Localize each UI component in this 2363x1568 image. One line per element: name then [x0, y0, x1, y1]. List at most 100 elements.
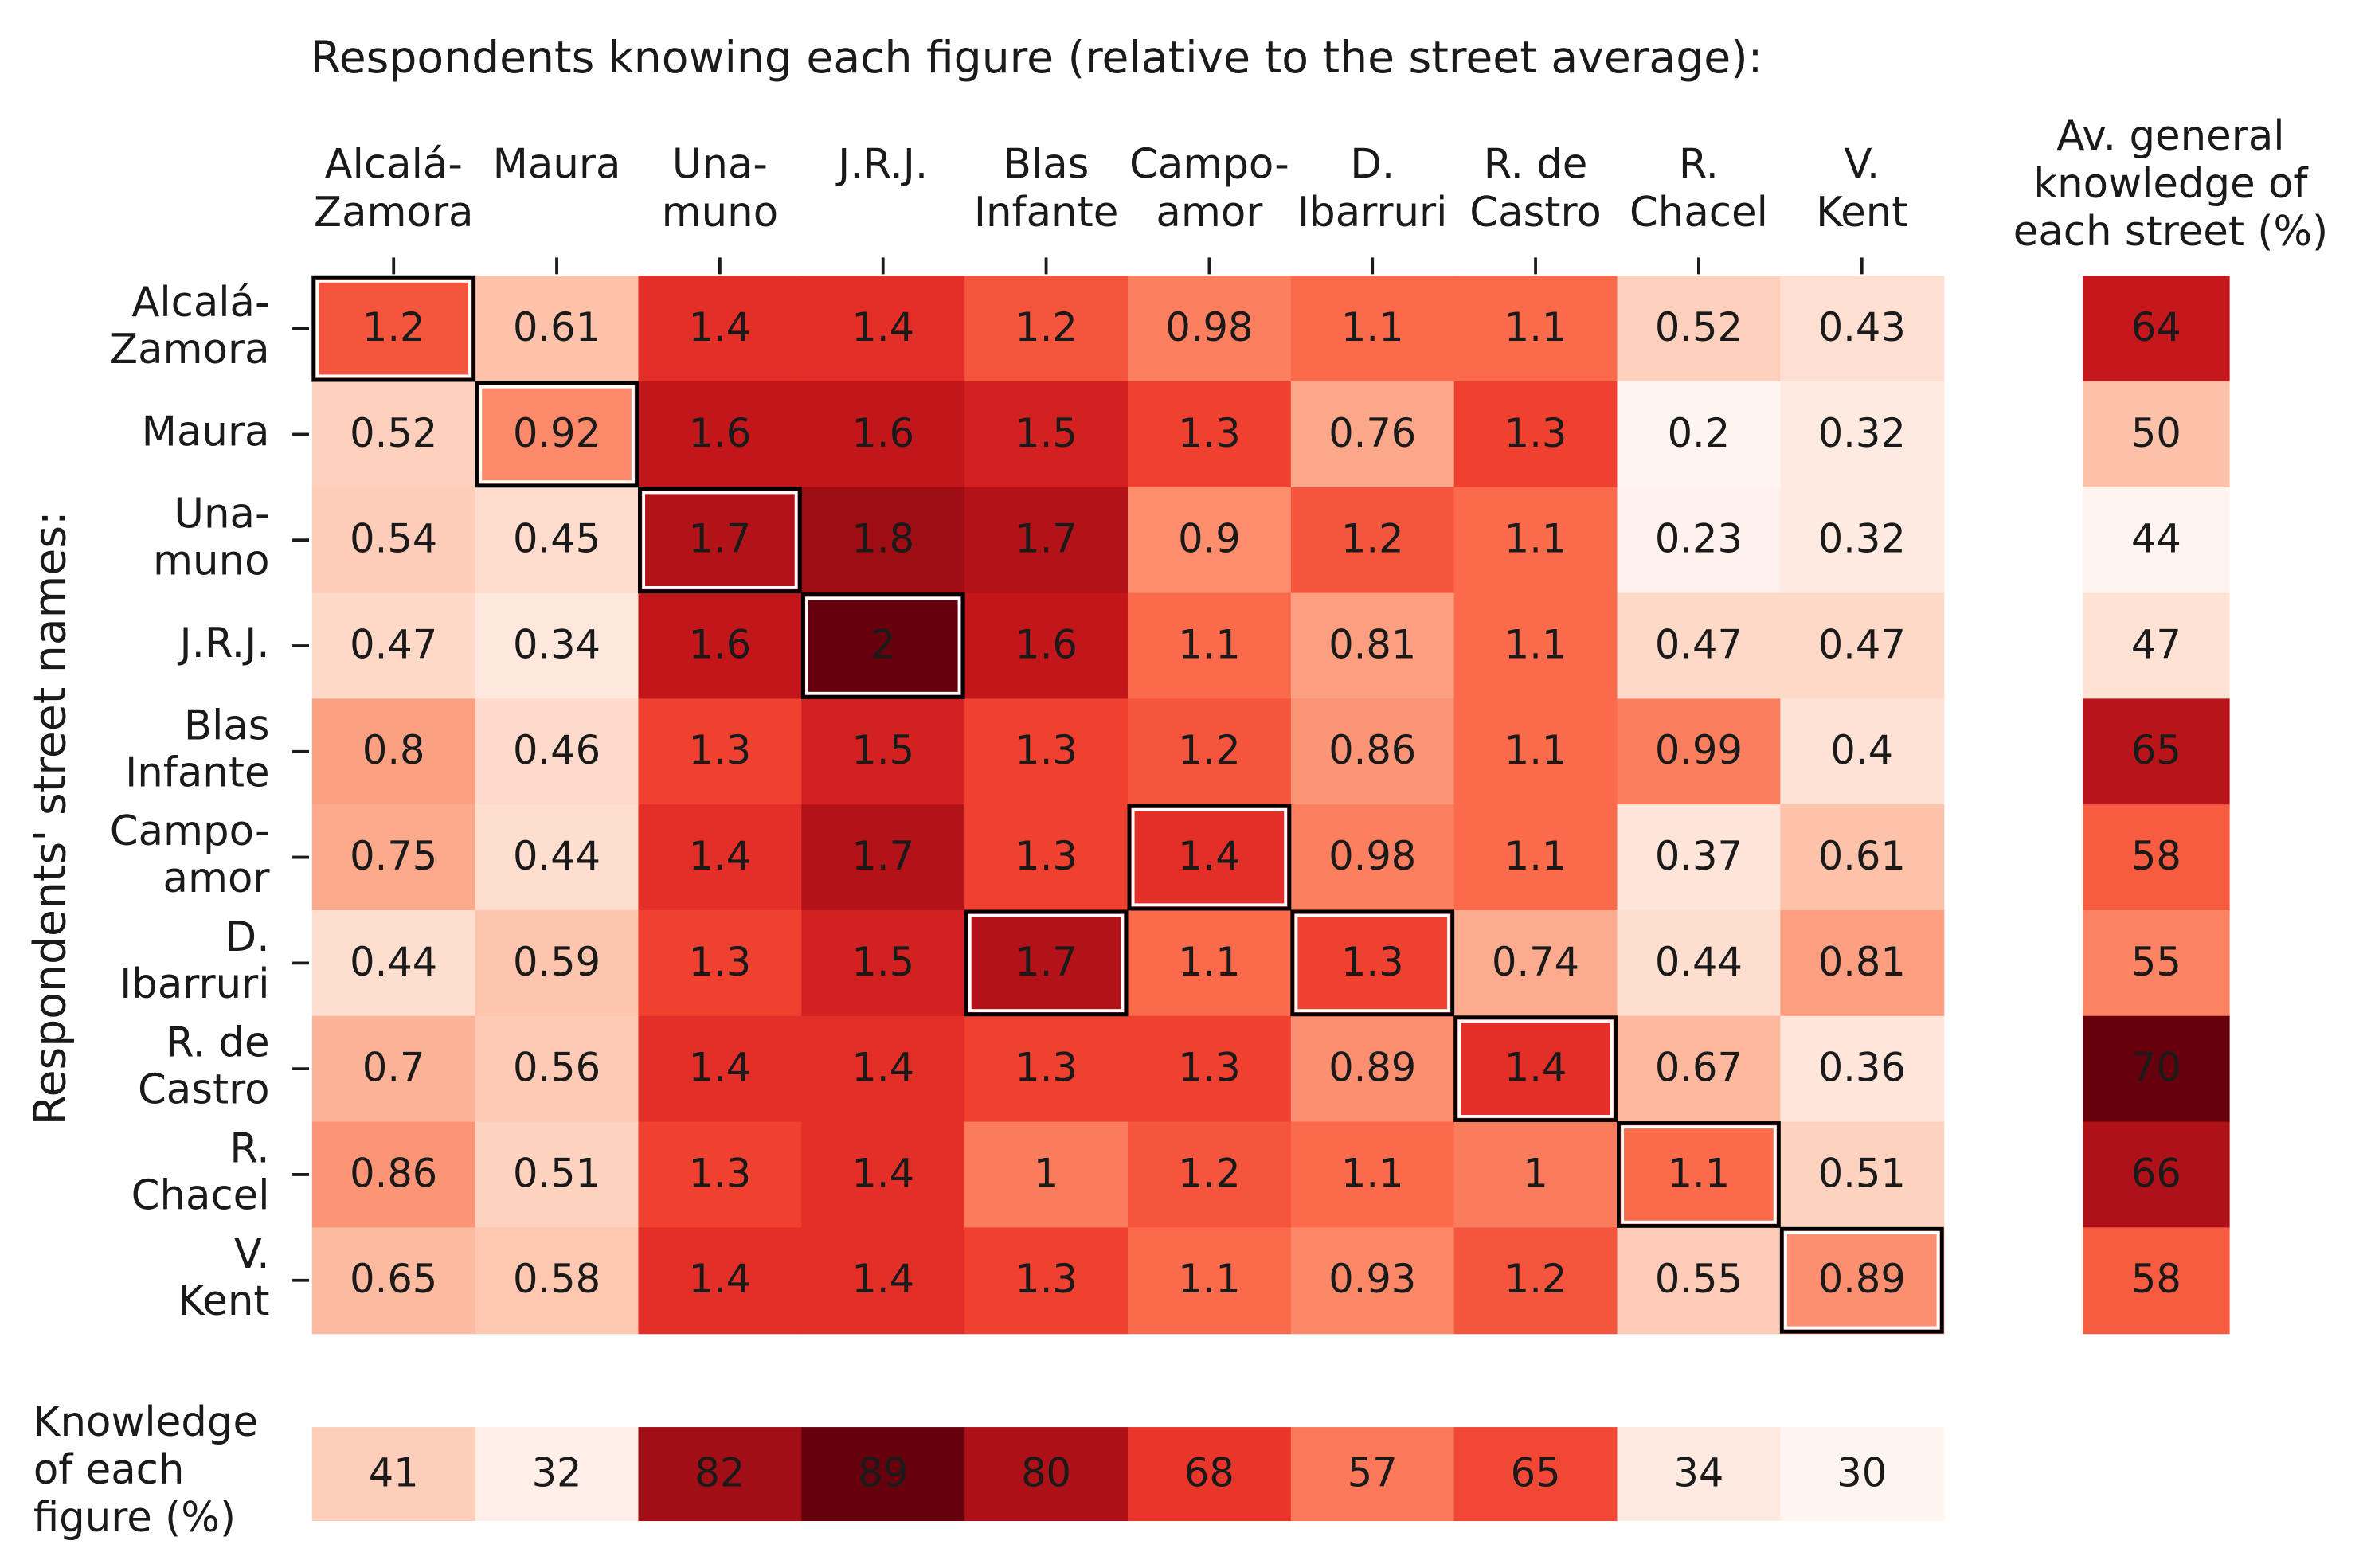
- heatmap-cell: [1127, 1121, 1292, 1229]
- row-label: Ibarruri: [119, 960, 269, 1008]
- heatmap-cell: [964, 804, 1129, 912]
- cell-label: 0.89: [1818, 1256, 1906, 1302]
- heatmap-cell: [1617, 909, 1782, 1017]
- heatmap-cell: [311, 487, 476, 594]
- heatmap-cell: [801, 698, 966, 806]
- heatmap-cell: [1290, 276, 1455, 383]
- cell-label: 2: [870, 621, 895, 667]
- cell-label: 0.75: [350, 833, 437, 879]
- heatmap-cell: [801, 909, 966, 1017]
- heatmap-cell: [1780, 1015, 1945, 1123]
- row-label: Maura: [142, 408, 270, 456]
- row-label: Chacel: [131, 1171, 270, 1219]
- cell-label: 0.4: [1830, 727, 1893, 773]
- cell-label: 0.47: [350, 621, 437, 667]
- heatmap-cell: [638, 1227, 803, 1335]
- bottom-label: 57: [1348, 1449, 1398, 1496]
- column-label: V.: [1844, 140, 1880, 188]
- heatmap-cell: [1453, 1121, 1618, 1229]
- heatmap-cell: [801, 487, 966, 594]
- heatmap-cell: [311, 909, 476, 1017]
- heatmap-cell: [1453, 909, 1618, 1017]
- cell-label: 0.86: [1328, 727, 1416, 773]
- side-cell: [2083, 276, 2230, 383]
- bottom-label: 89: [858, 1449, 908, 1496]
- highlight-inner: [1294, 913, 1450, 1013]
- cell-label: 0.51: [1818, 1150, 1906, 1196]
- bottom-cell: [1617, 1427, 1782, 1522]
- side-cell: [2083, 381, 2230, 488]
- heatmap-cell: [1127, 1015, 1292, 1123]
- heatmap-cell: [475, 276, 640, 383]
- row-label: J.R.J.: [177, 620, 269, 667]
- cell-label: 0.32: [1818, 410, 1906, 456]
- cell-label: 1.1: [1341, 304, 1404, 350]
- row-label: Infante: [125, 749, 269, 796]
- heatmap-cell: [1127, 804, 1292, 912]
- cell-label: 0.8: [362, 727, 425, 773]
- cell-label: 0.92: [513, 410, 601, 456]
- cell-label: 1.3: [1015, 727, 1078, 773]
- side-cell: [2083, 698, 2230, 806]
- highlight-inner: [1131, 807, 1288, 907]
- heatmap-cell: [964, 276, 1129, 383]
- side-title: Av. general: [2056, 112, 2284, 160]
- heatmap-cell: [1617, 1121, 1782, 1229]
- cell-label: 1.3: [1178, 1045, 1241, 1091]
- highlight-inner: [479, 385, 635, 484]
- row-label: D.: [225, 913, 270, 961]
- row-label: Una-: [174, 491, 269, 538]
- bottom-cell: [311, 1427, 476, 1522]
- row-label: Blas: [184, 702, 270, 749]
- cell-label: 1: [1034, 1150, 1058, 1196]
- cell-label: 0.46: [513, 727, 601, 773]
- cell-label: 0.58: [513, 1256, 601, 1302]
- heatmap-cell: [1453, 804, 1618, 912]
- heatmap-cell: [1127, 1227, 1292, 1335]
- cell-label: 1.4: [689, 1045, 752, 1091]
- highlight-outline: [637, 487, 802, 594]
- heatmap-cell: [311, 698, 476, 806]
- column-label: Castro: [1469, 189, 1602, 237]
- heatmap-cell: [964, 909, 1129, 1017]
- highlight-inner: [315, 279, 471, 378]
- cell-label: 1.1: [1178, 1256, 1241, 1302]
- heatmap-cell: [1453, 487, 1618, 594]
- cell-label: 0.47: [1818, 621, 1906, 667]
- highlight-outline: [800, 592, 965, 699]
- heatmap-cell: [801, 381, 966, 488]
- cell-label: 1.7: [1015, 939, 1078, 985]
- side-cell: [2083, 592, 2230, 700]
- highlight-outline: [1779, 1226, 1944, 1334]
- bottom-label: 65: [1511, 1449, 1561, 1496]
- bottom-label: 80: [1021, 1449, 1071, 1496]
- cell-label: 0.86: [350, 1150, 437, 1196]
- heatmap-cell: [1453, 698, 1618, 806]
- heatmap-cell: [801, 1227, 966, 1335]
- heatmap-cell: [475, 592, 640, 700]
- column-label: Ibarruri: [1297, 189, 1447, 237]
- heatmap-cell: [1780, 698, 1945, 806]
- column-label: Chacel: [1629, 189, 1768, 237]
- heatmap-cell: [1290, 1227, 1455, 1335]
- cell-label: 0.44: [350, 939, 437, 985]
- column-label: amor: [1156, 189, 1263, 237]
- cell-label: 0.61: [513, 304, 601, 350]
- cell-label: 1.1: [1504, 516, 1567, 562]
- cell-label: 1.1: [1504, 304, 1567, 350]
- row-label: Alcalá-: [131, 279, 269, 327]
- side-label: 55: [2131, 939, 2181, 985]
- side-cell: [2083, 1121, 2230, 1229]
- side-label: 44: [2131, 516, 2181, 562]
- cell-label: 1.1: [1504, 621, 1567, 667]
- highlight-outline: [1453, 1015, 1618, 1123]
- y-axis-title: Respondents' street names:: [25, 510, 76, 1125]
- heatmap-cell: [801, 592, 966, 700]
- bottom-title: Knowledge: [33, 1398, 258, 1446]
- cell-label: 0.51: [513, 1150, 601, 1196]
- heatmap-cell: [1617, 698, 1782, 806]
- cell-label: 0.67: [1655, 1045, 1743, 1091]
- heatmap-cell: [1617, 804, 1782, 912]
- cell-label: 1.2: [1178, 727, 1241, 773]
- column-label: Blas: [1003, 140, 1090, 188]
